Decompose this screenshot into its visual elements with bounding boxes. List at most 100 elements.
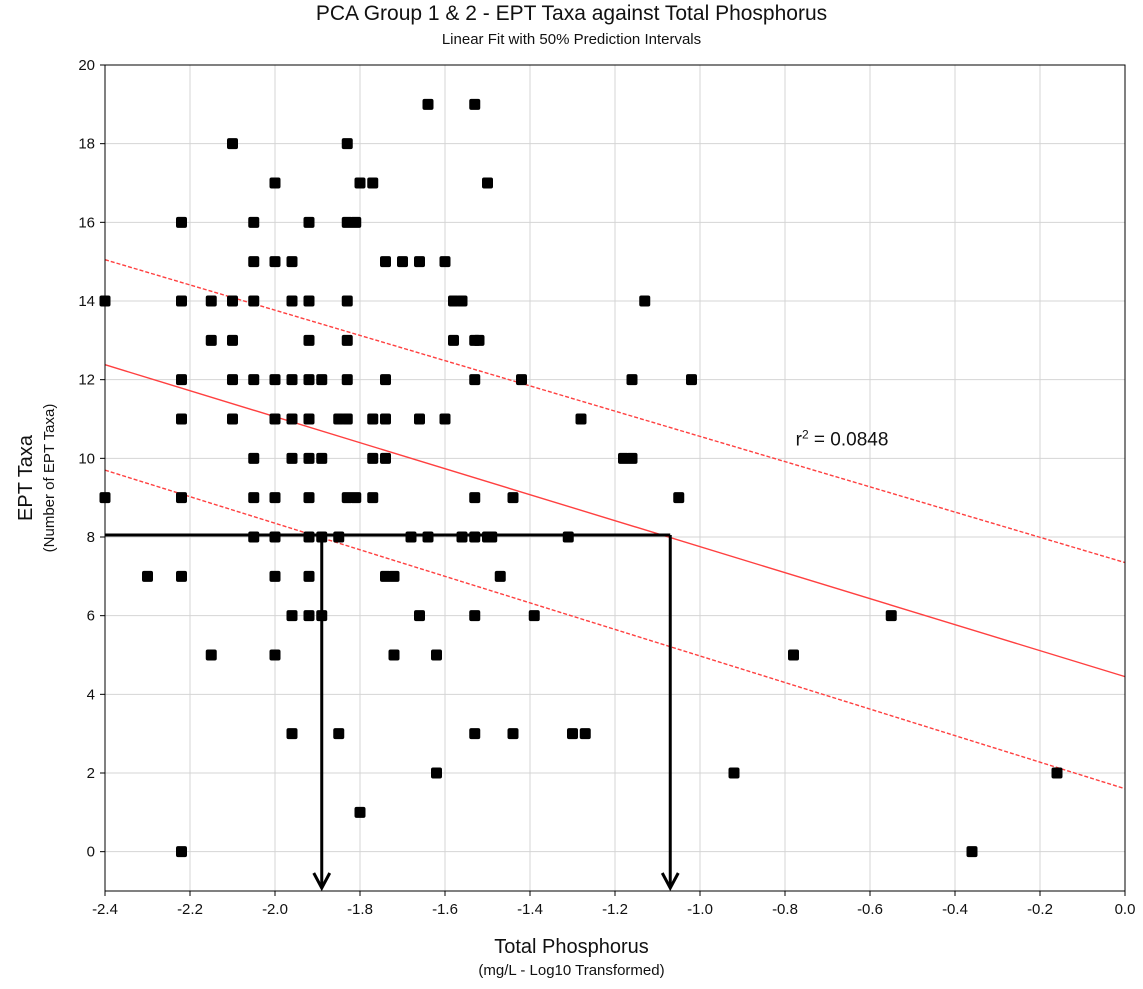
data-point xyxy=(626,452,638,464)
x-axis-ticks: -2.4 -2.2 -2.0 -1.8 -1.6 -1.4 -1.2 -1.0 -0.8 -0.6… xyxy=(92,891,1135,918)
data-point xyxy=(469,728,481,740)
data-point xyxy=(405,531,417,543)
data-point xyxy=(473,334,485,346)
data-point xyxy=(303,413,315,425)
data-point xyxy=(728,767,740,779)
data-point xyxy=(507,492,519,504)
data-point xyxy=(248,295,260,307)
data-point xyxy=(516,374,527,386)
data-point xyxy=(286,728,298,740)
data-point xyxy=(788,649,799,661)
data-point xyxy=(286,413,298,425)
r-squared-value: = 0.0848 xyxy=(809,430,889,451)
data-point xyxy=(380,374,391,386)
data-point xyxy=(422,531,434,543)
data-point xyxy=(303,610,315,622)
y-tick-label: 20 xyxy=(78,57,95,74)
data-point xyxy=(350,492,362,504)
data-point xyxy=(380,452,391,464)
x-tick-label: -2.2 xyxy=(177,901,203,918)
data-point xyxy=(176,295,187,307)
data-point xyxy=(341,413,353,425)
y-tick-label: 8 xyxy=(87,529,95,546)
data-point xyxy=(422,98,434,110)
data-point xyxy=(142,570,153,582)
data-point xyxy=(469,98,481,110)
x-tick-label: -0.8 xyxy=(772,901,798,918)
data-point xyxy=(341,374,353,386)
data-point xyxy=(388,649,400,661)
data-point xyxy=(579,728,591,740)
data-point xyxy=(350,216,362,228)
grid-lines xyxy=(104,64,1126,891)
prediction-lower-line xyxy=(104,469,1126,790)
y-tick-label: 18 xyxy=(78,136,95,153)
data-point xyxy=(482,177,493,189)
y-tick-label: 6 xyxy=(87,608,95,625)
data-point xyxy=(380,256,391,268)
data-point xyxy=(885,610,897,622)
data-point xyxy=(176,492,187,504)
data-point xyxy=(176,413,187,425)
data-point xyxy=(439,413,451,425)
data-point xyxy=(303,492,315,504)
data-point xyxy=(286,610,298,622)
data-point xyxy=(354,806,366,818)
y-tick-label: 2 xyxy=(87,765,95,782)
y-tick-label: 14 xyxy=(78,293,95,310)
y-tick-label: 4 xyxy=(87,686,95,703)
data-point xyxy=(341,295,353,307)
plot-frame xyxy=(104,64,1126,892)
data-point xyxy=(626,374,638,386)
x-tick-label: -1.8 xyxy=(347,901,373,918)
x-tick-label: -2.0 xyxy=(262,901,288,918)
data-point xyxy=(431,649,442,661)
data-point xyxy=(176,570,187,582)
x-tick-label: -1.0 xyxy=(687,901,713,918)
x-tick-label: -1.4 xyxy=(517,901,543,918)
data-point xyxy=(388,570,400,582)
data-point xyxy=(341,334,353,346)
data-point xyxy=(333,531,345,543)
data-point xyxy=(966,846,978,858)
data-point xyxy=(341,138,353,150)
y-tick-label: 0 xyxy=(87,844,95,861)
data-point xyxy=(176,216,187,228)
data-point xyxy=(303,295,315,307)
x-tick-label: 0.0 xyxy=(1115,901,1136,918)
data-point xyxy=(448,334,459,346)
data-point xyxy=(686,374,697,386)
data-point xyxy=(303,570,315,582)
data-point xyxy=(269,256,281,268)
data-point xyxy=(176,374,187,386)
data-point xyxy=(469,492,481,504)
data-point xyxy=(380,570,391,582)
x-tick-label: -0.4 xyxy=(942,901,968,918)
data-point xyxy=(1051,767,1063,779)
data-point xyxy=(316,374,328,386)
y-tick-label: 12 xyxy=(78,372,95,389)
data-point xyxy=(562,531,574,543)
data-point xyxy=(448,295,459,307)
data-point xyxy=(227,374,238,386)
data-point xyxy=(367,492,379,504)
y-tick-label: 10 xyxy=(78,450,95,467)
data-point xyxy=(567,728,578,740)
r-squared-exponent: 2 xyxy=(802,428,809,442)
data-point xyxy=(367,452,379,464)
data-point xyxy=(205,334,217,346)
data-point xyxy=(507,728,519,740)
data-point xyxy=(248,492,260,504)
data-point xyxy=(341,216,353,228)
data-point xyxy=(431,767,442,779)
data-point xyxy=(469,610,481,622)
x-tick-label: -1.2 xyxy=(602,901,628,918)
data-point xyxy=(575,413,587,425)
data-point xyxy=(494,570,506,582)
x-tick-label: -2.4 xyxy=(92,901,118,918)
data-point xyxy=(414,256,425,268)
data-point xyxy=(286,256,298,268)
data-point xyxy=(316,452,328,464)
data-point xyxy=(269,413,281,425)
